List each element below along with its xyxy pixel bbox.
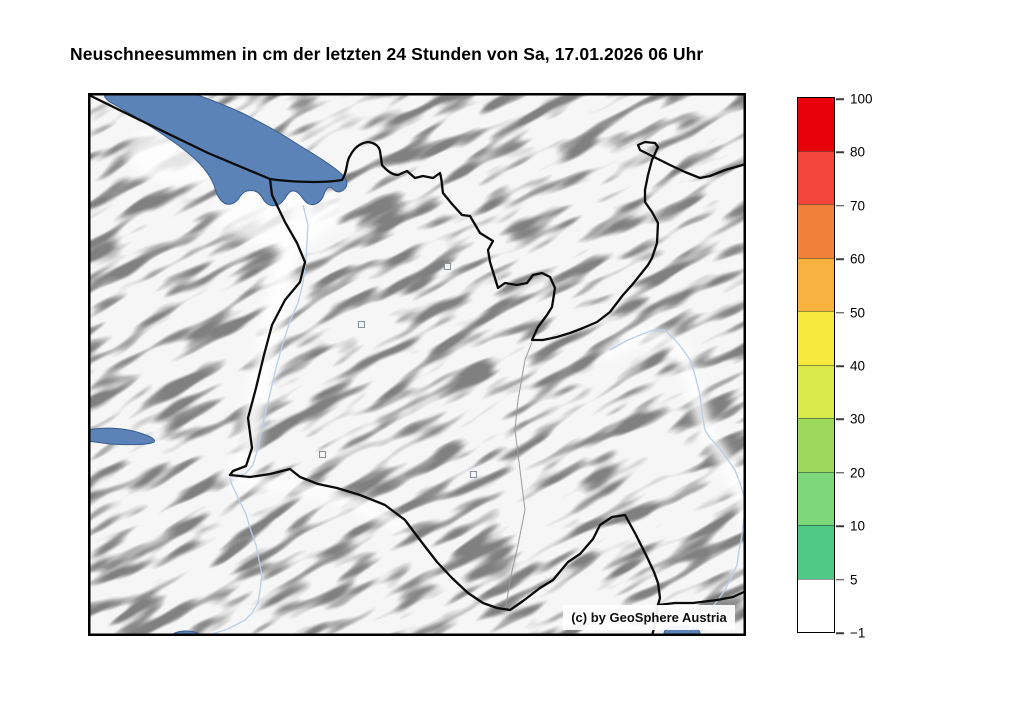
colorbar-tick-label: 50: [850, 305, 866, 321]
colorbar-tick: [836, 525, 844, 527]
district-border: [504, 341, 533, 611]
colorbar-tick-label: 70: [850, 198, 866, 214]
station-marker: [443, 262, 451, 270]
border-lake-diagonal: [89, 94, 272, 181]
terrain-map-canvas: [88, 93, 746, 636]
lake-west: [88, 427, 155, 446]
border-south: [228, 467, 662, 612]
river-ill: [197, 477, 263, 636]
national-borders: [89, 94, 746, 636]
colorbar-segment: [798, 578, 834, 632]
colorbar-tick-label: 10: [850, 518, 866, 534]
valley-highlights: [220, 194, 746, 532]
colorbar-tick: [836, 365, 844, 367]
colorbar-segment: [798, 525, 834, 579]
colorbar-tick-label: −1: [850, 625, 866, 641]
station-marker: [318, 450, 326, 458]
colorbar-tick-label: 80: [850, 144, 866, 160]
map-frame: [88, 93, 746, 636]
colorbar-tick: [836, 151, 844, 154]
lake-bodensee: [103, 93, 348, 207]
weather-map: (c) by GeoSphere Austria: [88, 93, 746, 636]
colorbar-segment: [798, 364, 834, 418]
colorbar-tick-label: 40: [850, 358, 866, 374]
border-rhine-valley: [228, 177, 307, 477]
colorbar-segment: [798, 418, 834, 472]
colorbar-scale: 100 80 70 60 50 40 30 20 10 5 −1: [836, 92, 916, 641]
colorbar-tick-label: 100: [850, 91, 873, 107]
station-marker: [357, 320, 365, 328]
colorbar-tick: [836, 418, 844, 421]
map-layers: [88, 93, 746, 636]
colorbar-tick: [836, 311, 844, 314]
hillshade-layer: [88, 93, 746, 636]
colorbar-tick-label: 20: [850, 465, 866, 481]
station-marker: [469, 470, 477, 478]
colorbar-tick: [836, 258, 844, 260]
colorbar-tick: [836, 472, 844, 474]
border-germany-austria: [268, 140, 746, 342]
river-inn: [609, 329, 746, 631]
colorbar-tick: [836, 98, 844, 100]
colorbar-tick-label: 30: [850, 411, 866, 427]
copyright-text: (c) by GeoSphere Austria: [571, 610, 727, 625]
colorbar-tick: [836, 205, 844, 207]
colorbar-tick: [836, 632, 844, 634]
border-south-east: [656, 589, 746, 607]
page-title: Neuschneesummen in cm der letzten 24 Stu…: [70, 44, 704, 64]
colorbar-segment: [798, 311, 834, 365]
copyright-box: (c) by GeoSphere Austria: [563, 605, 735, 630]
colorbar-segment: [798, 471, 834, 525]
colorbar-segment: [798, 150, 834, 204]
colorbar-tick-label: 60: [850, 251, 866, 267]
colorbar-tick-label: 5: [850, 572, 858, 588]
colorbar-segment: [798, 98, 834, 151]
colorbar-segment: [798, 204, 834, 258]
colorbar-tick: [836, 578, 844, 581]
colorbar: [797, 97, 835, 633]
colorbar-segment: [798, 257, 834, 311]
